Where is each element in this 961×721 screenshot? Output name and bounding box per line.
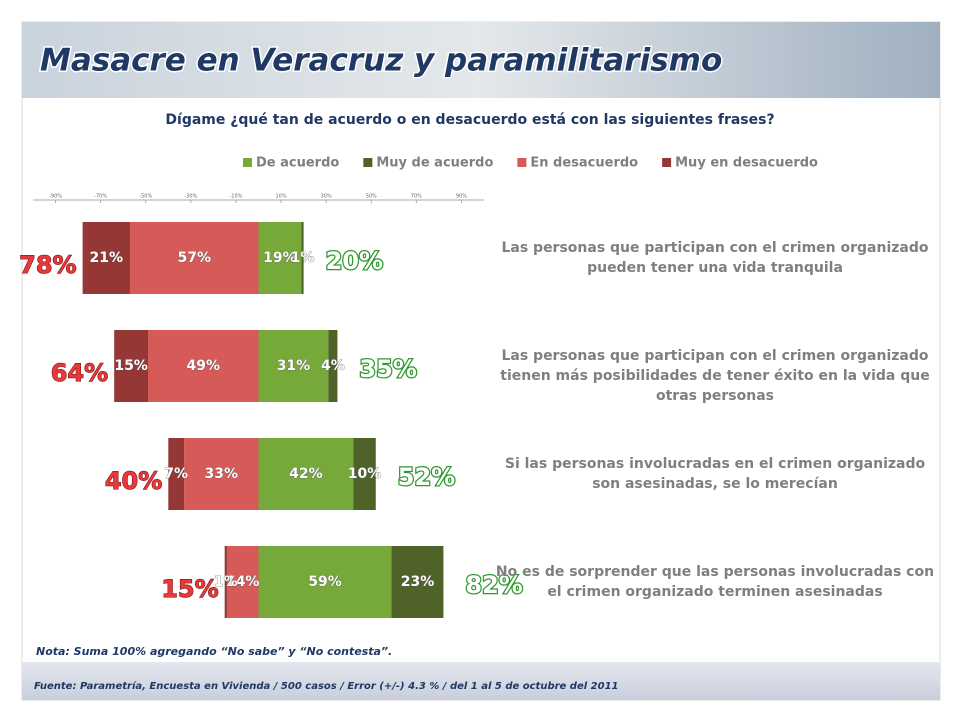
statement: Si las personas involucradas en el crime… [504,456,926,492]
chart-subtitle: Dígame ¿qué tan de acuerdo o en desacuer… [165,112,774,128]
legend-label: En desacuerdo [530,156,638,171]
bar-segment [391,546,444,618]
x-tick-label: -10% [229,194,242,200]
statement: No es de sorprender que las personas inv… [495,564,935,600]
total-disagree: 78% [19,251,76,279]
x-tick-label: -70% [94,194,107,200]
legend-swatch [363,158,373,167]
chart-title: Masacre en Veracruz y paramilitarismo [40,43,722,79]
total-agree: 35% [359,355,416,383]
value-label: 57% [177,250,211,266]
bar-segment [258,546,392,618]
x-tick-label: 10% [275,194,286,200]
footer-band [22,662,940,700]
x-tick-label: -90% [49,194,62,200]
legend-label: Muy en desacuerdo [675,156,818,171]
legend-swatch [662,158,672,167]
total-disagree: 40% [105,467,162,495]
total-agree: 82% [465,571,522,599]
value-label: 14% [226,574,260,590]
bar-segment [114,330,149,402]
bar-segment [184,438,259,510]
value-label: 4% [321,358,345,374]
value-label: 21% [90,250,124,266]
value-label: 7% [164,466,188,482]
bar-segment [353,438,376,510]
bar-segment [258,438,354,510]
bar-segment [168,438,185,510]
bar-segment [224,546,227,618]
total-agree: 52% [398,463,455,491]
legend-label: De acuerdo [256,156,339,171]
bar-segment [148,330,259,402]
value-label: 10% [348,466,382,482]
value-label: 49% [186,358,220,374]
note: Nota: Suma 100% agregando “No sabe” y “N… [36,645,392,658]
bar-segment [328,330,338,402]
value-label: 1% [214,574,238,590]
x-tick-label: -50% [139,194,152,200]
value-label: 31% [277,358,311,374]
value-label: 19% [263,250,297,266]
bar-segment [258,330,329,402]
total-agree: 20% [326,247,383,275]
value-label: 59% [308,574,342,590]
x-tick-label: 90% [456,194,467,200]
x-tick-label: 30% [321,194,332,200]
value-label: 1% [291,250,315,266]
legend-swatch [243,158,252,167]
legend-swatch [517,158,527,167]
x-tick-label: 70% [411,194,422,200]
bar-segment [82,222,130,294]
total-disagree: 64% [51,359,108,387]
value-label: 15% [114,358,148,374]
x-tick-label: 50% [366,194,377,200]
bar-segment [129,222,259,294]
statement: Las personas que participan con el crime… [500,348,930,404]
value-label: 23% [401,574,435,590]
header-banner [22,22,940,98]
source: Fuente: Parametría, Encuesta en Vivienda… [34,680,618,692]
total-disagree: 15% [161,575,218,603]
bar-segment [226,546,259,618]
legend-label: Muy de acuerdo [376,156,493,171]
bar-segment [301,222,304,294]
x-tick-label: -30% [184,194,197,200]
value-label: 33% [205,466,239,482]
value-label: 42% [289,466,323,482]
statement: Las personas que participan con el crime… [501,240,929,276]
bar-segment [258,222,302,294]
